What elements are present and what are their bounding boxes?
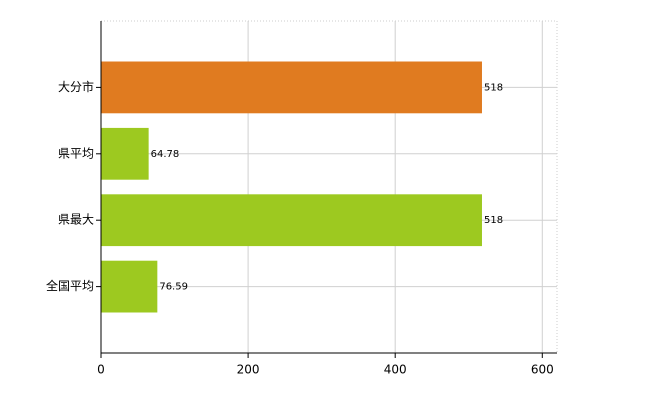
x-tick-label: 200 — [237, 363, 260, 377]
y-tick-label: 全国平均 — [46, 278, 94, 293]
bar — [101, 260, 158, 313]
y-tick-label: 大分市 — [58, 79, 94, 94]
value-label: 76.59 — [159, 282, 188, 293]
bar — [101, 127, 149, 180]
value-label: 518 — [484, 215, 503, 226]
y-tick-label: 県平均 — [58, 146, 94, 160]
bar — [101, 61, 482, 114]
bar — [101, 194, 482, 247]
value-label: 64.78 — [151, 149, 180, 160]
x-tick-label: 0 — [97, 363, 105, 377]
value-label: 518 — [484, 82, 503, 93]
x-tick-label: 400 — [384, 363, 407, 377]
x-tick-label: 600 — [531, 363, 554, 377]
y-tick-label: 県最大 — [58, 213, 94, 227]
